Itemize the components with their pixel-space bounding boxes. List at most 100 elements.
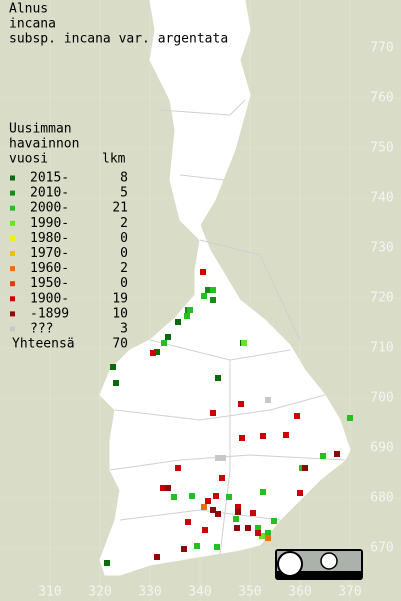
cc-icon xyxy=(277,551,303,577)
observation-dot xyxy=(175,465,181,471)
observation-dot xyxy=(175,319,181,325)
observation-dot xyxy=(171,494,177,500)
legend-swatch xyxy=(10,205,15,211)
border xyxy=(179,174,226,181)
observation-dot xyxy=(215,455,221,461)
legend-heading: Uusimman xyxy=(9,122,72,137)
observation-dot xyxy=(347,415,353,421)
legend-swatch xyxy=(10,190,15,196)
observation-dot xyxy=(113,380,119,386)
legend-swatch xyxy=(10,296,15,302)
by-icon xyxy=(320,552,338,570)
observation-dot xyxy=(260,433,266,439)
x-tick-label: 360 xyxy=(288,585,311,600)
observation-dot xyxy=(265,530,271,536)
y-tick-label: 750 xyxy=(370,141,393,156)
legend-label: 1990- xyxy=(30,216,69,231)
legend-count: 10 xyxy=(112,306,128,321)
observation-dot xyxy=(205,287,211,293)
observation-dot xyxy=(265,535,271,541)
observation-dot xyxy=(220,455,226,461)
legend-count: 3 xyxy=(120,322,128,337)
border xyxy=(199,239,301,341)
y-tick-label: 680 xyxy=(370,491,393,506)
observation-dot xyxy=(219,475,225,481)
x-tick-label: 350 xyxy=(238,585,261,600)
observation-dot xyxy=(205,498,211,504)
legend-count: 21 xyxy=(112,201,128,216)
observation-dot xyxy=(265,397,271,403)
y-tick-label: 760 xyxy=(370,91,393,106)
legend-label: ??? xyxy=(30,322,53,337)
legend-label: 1980- xyxy=(30,231,69,246)
observation-dot xyxy=(255,530,261,536)
x-tick-label: 310 xyxy=(38,585,61,600)
legend-count: 19 xyxy=(112,291,128,306)
legend-swatch xyxy=(10,251,15,256)
observation-dot xyxy=(184,313,190,319)
legend-count: 2 xyxy=(120,216,128,231)
observation-dot xyxy=(110,364,116,370)
legend-label: 1950- xyxy=(30,276,69,291)
observation-dot xyxy=(154,554,160,560)
observation-dot xyxy=(255,525,261,531)
observation-dot xyxy=(200,269,206,275)
title: Alnus xyxy=(9,2,48,17)
observation-dot xyxy=(271,518,277,524)
observation-dot xyxy=(187,307,193,313)
legend-swatch xyxy=(10,235,15,241)
observation-dot xyxy=(241,340,247,346)
observation-dot xyxy=(215,511,221,517)
legend-count: 8 xyxy=(120,171,128,186)
observation-dot xyxy=(210,287,216,293)
observation-dot xyxy=(160,485,166,491)
observation-dot xyxy=(234,525,240,531)
legend-column: vuosi xyxy=(9,152,48,167)
observation-dot xyxy=(239,435,245,441)
observation-dot xyxy=(235,509,241,515)
finland-outline xyxy=(99,0,351,576)
x-tick-label: 320 xyxy=(88,585,111,600)
observation-dot xyxy=(213,493,219,499)
observation-dot xyxy=(214,544,220,550)
observation-dot xyxy=(201,504,207,510)
observation-dot xyxy=(210,410,216,416)
legend-swatch xyxy=(10,175,15,181)
observation-dot xyxy=(104,560,110,566)
cc-badge xyxy=(275,549,363,580)
y-tick-label: 670 xyxy=(370,541,393,556)
total-label: Yhteensä xyxy=(12,337,75,352)
y-tick-label: 690 xyxy=(370,441,393,456)
legend-column: lkm xyxy=(102,152,126,167)
legend-count: 0 xyxy=(120,276,128,291)
title: incana xyxy=(9,17,56,32)
observation-dot xyxy=(202,527,208,533)
observation-dot xyxy=(259,533,265,539)
legend-count: 0 xyxy=(120,246,128,261)
observation-dot xyxy=(189,493,195,499)
legend-label: 1900- xyxy=(30,291,69,306)
border xyxy=(219,360,231,556)
border xyxy=(114,394,326,421)
observation-dot xyxy=(233,516,239,522)
legend-label: 1970- xyxy=(30,246,69,261)
y-tick-label: 770 xyxy=(370,41,393,56)
observation-dot xyxy=(297,490,303,496)
legend-heading: havainnon xyxy=(9,137,79,152)
observation-dot xyxy=(165,334,171,340)
legend-label: -1899 xyxy=(30,306,69,321)
border xyxy=(159,99,246,116)
legend-swatch xyxy=(10,266,15,272)
legend-label: 2000- xyxy=(30,201,69,216)
legend-count: 5 xyxy=(120,186,128,201)
x-tick-label: 340 xyxy=(188,585,211,600)
legend-swatch xyxy=(10,326,15,332)
x-tick-label: 330 xyxy=(138,585,161,600)
observation-dot xyxy=(226,494,232,500)
observation-dot xyxy=(294,413,300,419)
legend-swatch xyxy=(10,220,15,226)
observation-dot xyxy=(238,401,244,407)
